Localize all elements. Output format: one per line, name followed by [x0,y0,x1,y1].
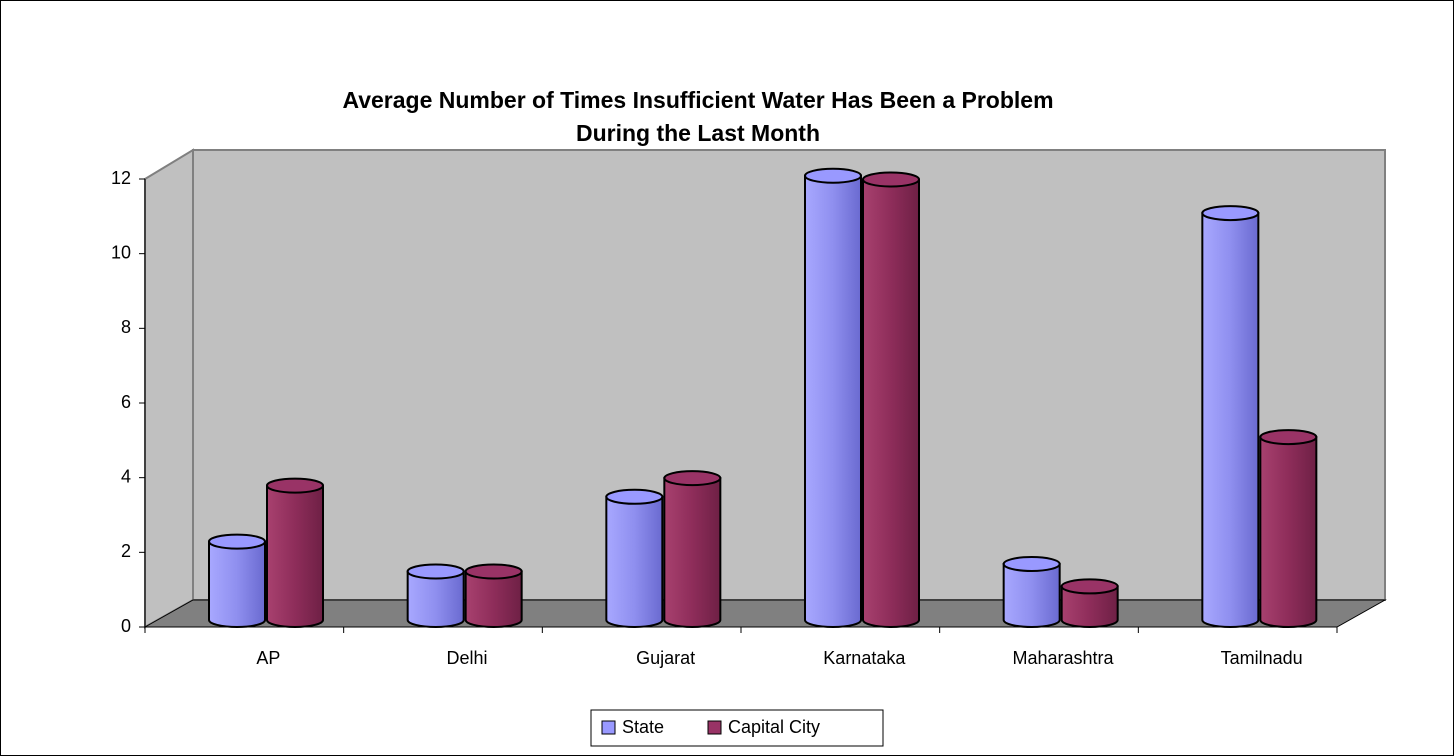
legend-swatch [601,720,616,735]
y-tick-label: 2 [121,541,131,561]
bar-top [862,171,920,188]
y-tick-label: 10 [111,242,131,262]
bar-top [605,488,664,505]
y-tick-label: 0 [121,616,131,636]
bar [1201,212,1260,628]
x-tick-label: Delhi [446,648,487,668]
bar-top [464,563,523,580]
bar-top [663,470,722,487]
bar-top [406,563,465,580]
bar-top [1259,429,1318,446]
bar-top [266,477,324,494]
chart-title: Average Number of Times Insufficient Wat… [342,87,1053,113]
x-tick-label: Gujarat [636,648,695,668]
legend [590,709,884,747]
legend-label: State [622,717,664,737]
bar-top [208,533,266,550]
legend-label: Capital City [728,717,820,737]
bar-top [1201,205,1260,222]
x-tick-label: Karnataka [823,648,906,668]
bar [266,484,324,628]
legend-swatch [707,720,722,735]
bar-top [1060,578,1119,595]
bar-top [1002,556,1061,572]
bar [1259,436,1318,628]
y-tick-label: 6 [121,392,131,412]
bar [862,178,920,628]
side-wall [144,148,194,629]
chart-title: During the Last Month [576,120,820,146]
bar [1002,563,1061,628]
bar [663,477,722,628]
y-tick-label: 8 [121,317,131,337]
plot [208,167,1318,628]
x-tick-label: AP [256,648,280,668]
y-tick-label: 4 [121,466,131,486]
bar [464,570,523,628]
bar [406,570,465,628]
bar [208,540,266,628]
bar-top [804,167,862,184]
floor [143,599,1387,628]
x-tick-label: Maharashtra [1012,648,1114,668]
bar [804,174,862,628]
x-tick-label: Tamilnadu [1221,648,1303,668]
y-tick-label: 12 [111,168,131,188]
bar [605,495,664,628]
